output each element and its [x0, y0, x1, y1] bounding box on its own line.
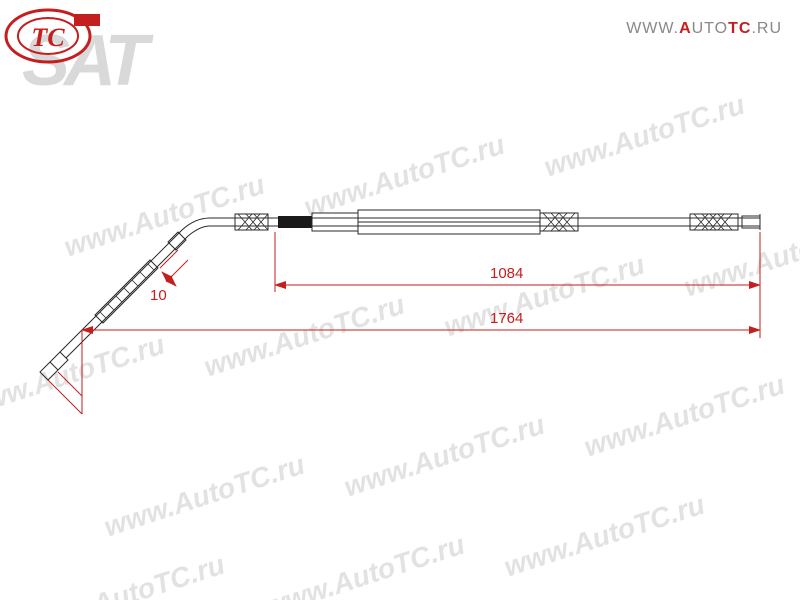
technical-drawing: 1084 1764 10 [0, 0, 800, 600]
drawing-canvas: { "watermark_text": "www.AutoTC.ru", "br… [0, 0, 800, 600]
svg-text:10: 10 [150, 287, 167, 304]
dim-inner: 1084 [490, 265, 523, 282]
solid-block [278, 216, 312, 228]
dim-offset: 10 [150, 250, 188, 304]
coupling-1 [235, 214, 268, 230]
coupling-3 [690, 214, 738, 230]
cable-bent-section [40, 218, 210, 380]
sleeve-a [312, 213, 358, 231]
dim-overall: 1764 [490, 310, 523, 327]
coupling-2 [540, 213, 578, 231]
bent-sleeve [95, 260, 158, 323]
